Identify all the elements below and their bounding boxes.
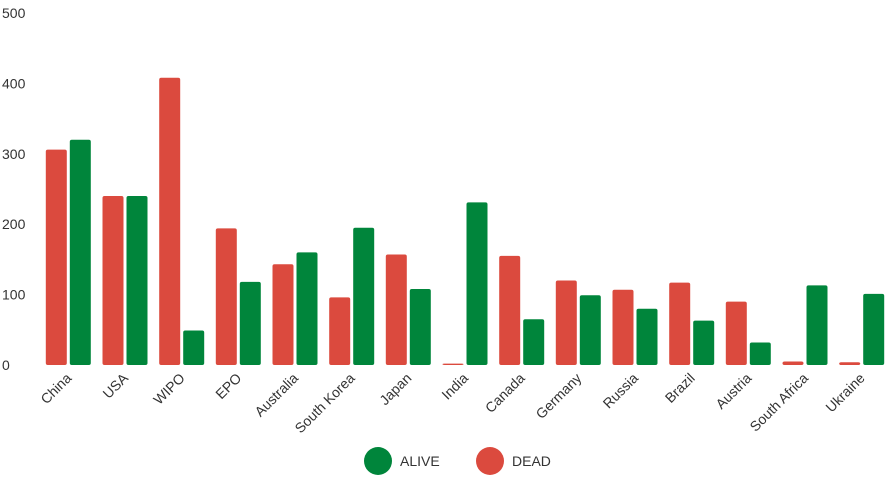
- bar-dead-japan[interactable]: [385, 254, 407, 366]
- bar-alive-germany[interactable]: [579, 295, 601, 365]
- bar-alive-ukraine[interactable]: [863, 293, 885, 365]
- bar-alive-japan[interactable]: [409, 289, 431, 365]
- legend-label-dead[interactable]: DEAD: [512, 453, 551, 469]
- x-tick-label: Canada: [482, 370, 528, 416]
- bar-alive-austria[interactable]: [749, 342, 771, 366]
- bar-alive-australia[interactable]: [296, 252, 318, 365]
- x-tick-label: Brazil: [662, 370, 698, 406]
- y-axis: 0 100 200 300 400 500: [2, 5, 26, 373]
- x-tick-label: India: [438, 370, 471, 403]
- x-tick-label: Ukraine: [822, 370, 868, 416]
- x-tick-label: South Korea: [291, 370, 358, 437]
- y-tick-label: 0: [2, 357, 10, 373]
- bar-dead-ukraine[interactable]: [839, 362, 861, 365]
- bars: [45, 77, 885, 366]
- bar-alive-brazil[interactable]: [693, 320, 715, 365]
- bar-alive-south-korea[interactable]: [353, 227, 375, 365]
- x-tick-label: Japan: [376, 370, 414, 408]
- bar-dead-epo[interactable]: [215, 228, 237, 365]
- x-tick-label: Russia: [600, 370, 642, 412]
- y-tick-label: 300: [2, 146, 26, 162]
- bar-alive-india[interactable]: [466, 202, 488, 365]
- bar-alive-china[interactable]: [69, 139, 91, 365]
- x-tick-label: USA: [99, 369, 131, 401]
- bar-dead-russia[interactable]: [612, 289, 634, 365]
- bar-dead-india[interactable]: [442, 363, 464, 365]
- y-tick-label: 500: [2, 5, 26, 21]
- bar-alive-south-africa[interactable]: [806, 285, 828, 365]
- y-tick-label: 200: [2, 216, 26, 232]
- x-tick-label: EPO: [212, 370, 244, 402]
- legend-swatch-alive: [364, 447, 392, 475]
- bar-dead-canada[interactable]: [499, 255, 521, 365]
- bar-alive-wipo[interactable]: [183, 330, 205, 366]
- bar-dead-south-africa[interactable]: [782, 361, 804, 366]
- bar-dead-wipo[interactable]: [159, 77, 181, 366]
- bar-dead-south-korea[interactable]: [329, 297, 351, 365]
- y-tick-label: 100: [2, 287, 26, 303]
- x-tick-label: Australia: [251, 370, 301, 420]
- bar-alive-epo[interactable]: [239, 281, 261, 365]
- x-tick-label: China: [37, 370, 74, 407]
- bar-dead-china[interactable]: [45, 149, 67, 365]
- legend-swatch-dead: [476, 447, 504, 475]
- bar-dead-brazil[interactable]: [669, 282, 691, 365]
- x-tick-label: South Africa: [746, 370, 811, 435]
- bar-dead-germany[interactable]: [555, 280, 577, 366]
- legend-label-alive[interactable]: ALIVE: [400, 453, 440, 469]
- x-tick-label: WIPO: [150, 370, 188, 408]
- bar-alive-usa[interactable]: [126, 196, 148, 365]
- bar-dead-usa[interactable]: [102, 196, 124, 365]
- bar-alive-canada[interactable]: [523, 319, 545, 365]
- bar-dead-australia[interactable]: [272, 264, 294, 365]
- legend: ALIVE DEAD: [364, 447, 551, 475]
- x-tick-label: Germany: [532, 370, 584, 422]
- bar-dead-austria[interactable]: [725, 301, 747, 365]
- x-tick-label: Austria: [712, 370, 754, 412]
- bar-alive-russia[interactable]: [636, 308, 658, 365]
- y-tick-label: 400: [2, 75, 26, 91]
